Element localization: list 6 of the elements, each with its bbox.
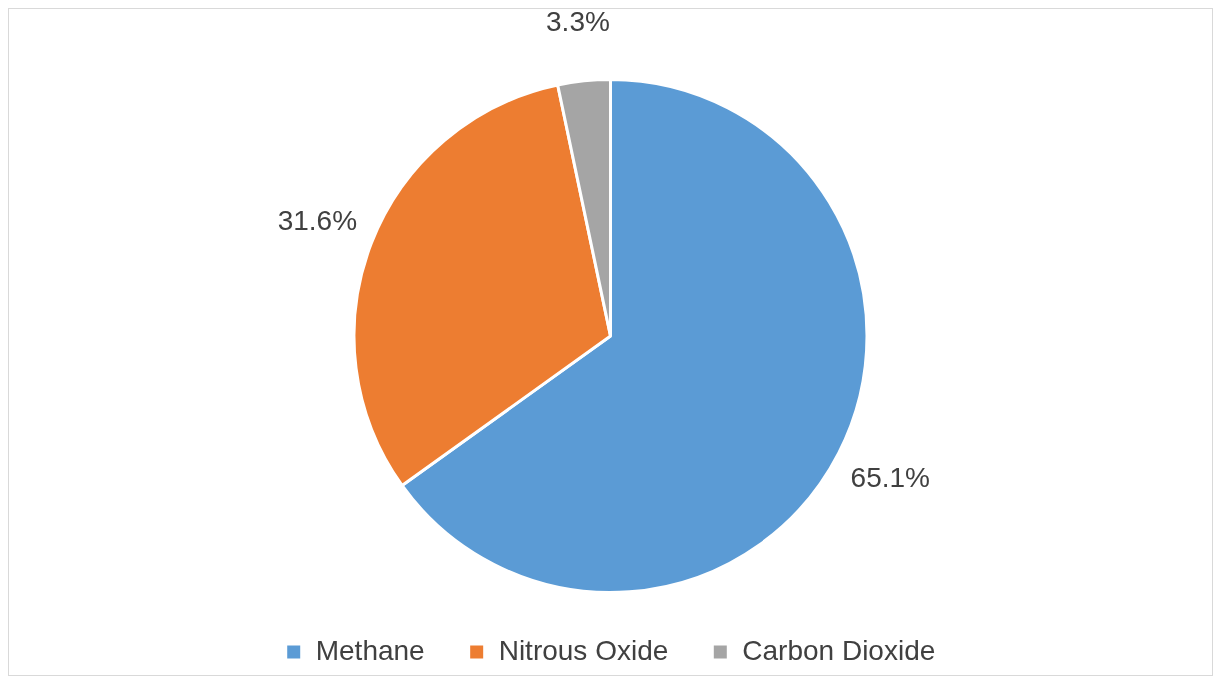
data-label: 3.3% [546, 5, 610, 37]
data-label: 65.1% [850, 462, 930, 494]
data-label: 31.6% [277, 204, 358, 236]
legend-label: Nitrous Oxide [498, 634, 669, 666]
legend-label: Carbon Dioxide [742, 634, 936, 666]
legend-label: Methane [315, 634, 425, 666]
